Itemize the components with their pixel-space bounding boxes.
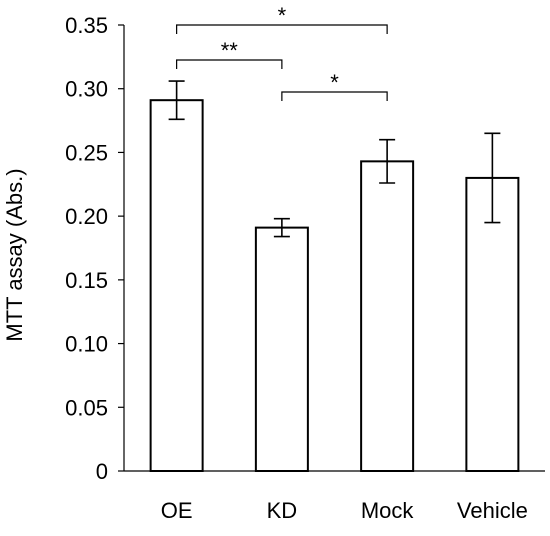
significance-bracket <box>176 59 283 69</box>
bar <box>149 99 204 472</box>
significance-label: * <box>330 70 339 95</box>
y-tick-label: 0.05 <box>65 395 108 420</box>
significance-bracket <box>176 24 388 34</box>
x-category-label: Mock <box>361 498 415 523</box>
y-tick-label: 0.35 <box>65 13 108 38</box>
y-tick-label: 0.15 <box>65 268 108 293</box>
y-tick-label: 0.30 <box>65 77 108 102</box>
y-tick-label: 0.10 <box>65 332 108 357</box>
y-tick-label: 0.20 <box>65 204 108 229</box>
x-axis: OE KD Mock Vehicle <box>124 470 545 523</box>
error-bars <box>168 80 501 238</box>
significance-bracket <box>281 91 388 101</box>
significance-label: * <box>278 3 287 28</box>
x-category-label: OE <box>161 498 193 523</box>
y-axis: 0 0.05 0.10 0.15 0.20 0.25 0.30 0.35 <box>65 13 125 484</box>
x-category-label: Vehicle <box>457 498 528 523</box>
y-axis-label: MTT assay (Abs.) <box>2 168 27 341</box>
bar <box>360 160 415 472</box>
x-category-label: KD <box>267 498 298 523</box>
y-tick-label: 0 <box>96 459 108 484</box>
y-tick-label: 0.25 <box>65 140 108 165</box>
bars <box>149 99 520 473</box>
significance-label: ** <box>221 38 239 63</box>
significance-brackets: **** <box>176 3 388 101</box>
bar <box>254 226 309 472</box>
